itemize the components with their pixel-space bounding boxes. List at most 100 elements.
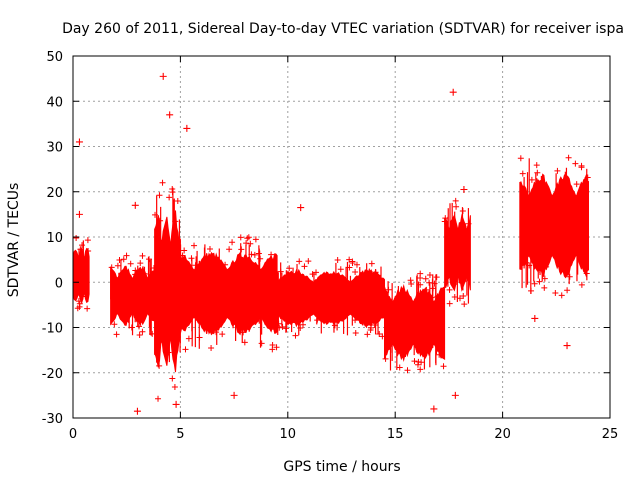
data-point xyxy=(442,215,449,222)
data-point xyxy=(229,239,236,246)
data-point xyxy=(73,235,80,242)
data-point xyxy=(292,332,299,339)
data-point xyxy=(417,270,424,277)
data-point xyxy=(528,287,535,294)
y-tick-label: 0 xyxy=(55,276,63,291)
data-point xyxy=(169,189,176,196)
data-point xyxy=(305,258,312,265)
data-point xyxy=(111,321,118,328)
x-tick-label: 25 xyxy=(602,427,619,442)
grid xyxy=(73,56,610,418)
data-point xyxy=(169,375,176,382)
data-point xyxy=(453,203,460,210)
data-point xyxy=(222,261,229,268)
data-point xyxy=(77,246,84,253)
data-point xyxy=(191,242,198,249)
data-point xyxy=(297,316,304,323)
data-point xyxy=(541,275,548,282)
data-point xyxy=(426,279,433,286)
data-point xyxy=(123,252,130,259)
data-point xyxy=(314,317,321,324)
outlier-point xyxy=(131,201,139,209)
data-point xyxy=(237,260,244,267)
data-point xyxy=(416,347,423,354)
data-point xyxy=(171,383,178,390)
data-point xyxy=(411,358,418,365)
data-point xyxy=(207,259,214,266)
data-point xyxy=(430,285,437,292)
data-point xyxy=(541,284,548,291)
data-point xyxy=(446,300,453,307)
data-point xyxy=(536,267,543,274)
data-segment xyxy=(275,256,386,340)
data-point xyxy=(564,182,571,189)
data-point xyxy=(337,266,344,273)
outlier-point xyxy=(172,400,180,408)
data-point xyxy=(417,281,424,288)
data-point xyxy=(313,269,320,276)
data-point xyxy=(417,366,424,373)
data-point xyxy=(139,252,146,259)
data-point xyxy=(452,197,459,204)
data-point xyxy=(172,347,179,354)
data-segment xyxy=(517,154,591,299)
data-segment xyxy=(382,270,447,374)
data-point xyxy=(566,273,573,280)
data-point xyxy=(418,359,425,366)
data-point xyxy=(352,317,359,324)
data-point xyxy=(208,345,215,352)
data-point xyxy=(155,395,162,402)
data-point xyxy=(414,361,421,368)
data-point xyxy=(271,326,278,333)
x-axis: 0 5 10 15 20 25 xyxy=(69,56,618,442)
data-point xyxy=(114,262,121,269)
data-point xyxy=(426,271,433,278)
data-point xyxy=(367,324,374,331)
data-point xyxy=(523,259,530,266)
data-point xyxy=(137,260,144,267)
data-segment xyxy=(441,197,472,308)
data-point xyxy=(382,355,389,362)
y-axis: -30 -20 -10 0 10 20 30 40 50 xyxy=(42,50,610,427)
data-point xyxy=(240,329,247,336)
y-tick-label: 30 xyxy=(46,141,63,156)
x-tick-label: 15 xyxy=(387,427,404,442)
data-point xyxy=(440,363,447,370)
outlier-point xyxy=(449,88,457,96)
data-point xyxy=(136,323,143,330)
data-point xyxy=(352,268,359,275)
outlier-point xyxy=(531,314,539,322)
data-point xyxy=(145,256,152,263)
data-point xyxy=(517,155,524,162)
data-point xyxy=(331,322,338,329)
data-point xyxy=(385,286,392,293)
data-point xyxy=(132,267,139,274)
y-tick-label: 20 xyxy=(46,186,63,201)
data-point xyxy=(279,323,286,330)
data-point xyxy=(408,280,415,287)
data-point xyxy=(181,247,188,254)
data-point xyxy=(156,362,163,369)
data-point xyxy=(116,257,123,264)
outlier-point xyxy=(297,204,305,212)
data-point xyxy=(128,324,135,331)
data-point xyxy=(428,294,435,301)
outlier-point xyxy=(159,72,167,80)
data-point xyxy=(578,281,585,288)
data-point xyxy=(456,295,463,302)
data-point xyxy=(451,281,458,288)
data-point xyxy=(584,174,591,181)
chart-title: Day 260 of 2011, Sidereal Day-to-day VTE… xyxy=(62,21,624,37)
data-point xyxy=(534,169,541,176)
data-segment xyxy=(179,234,280,353)
data-point xyxy=(84,237,91,244)
data-point xyxy=(558,292,565,299)
data-point xyxy=(182,346,189,353)
data-point xyxy=(565,154,572,161)
data-point xyxy=(79,242,86,249)
y-tick-label: -10 xyxy=(42,322,63,337)
data-point xyxy=(407,277,414,284)
data-point xyxy=(245,257,252,264)
data-point xyxy=(543,263,550,270)
data-point xyxy=(273,344,280,351)
